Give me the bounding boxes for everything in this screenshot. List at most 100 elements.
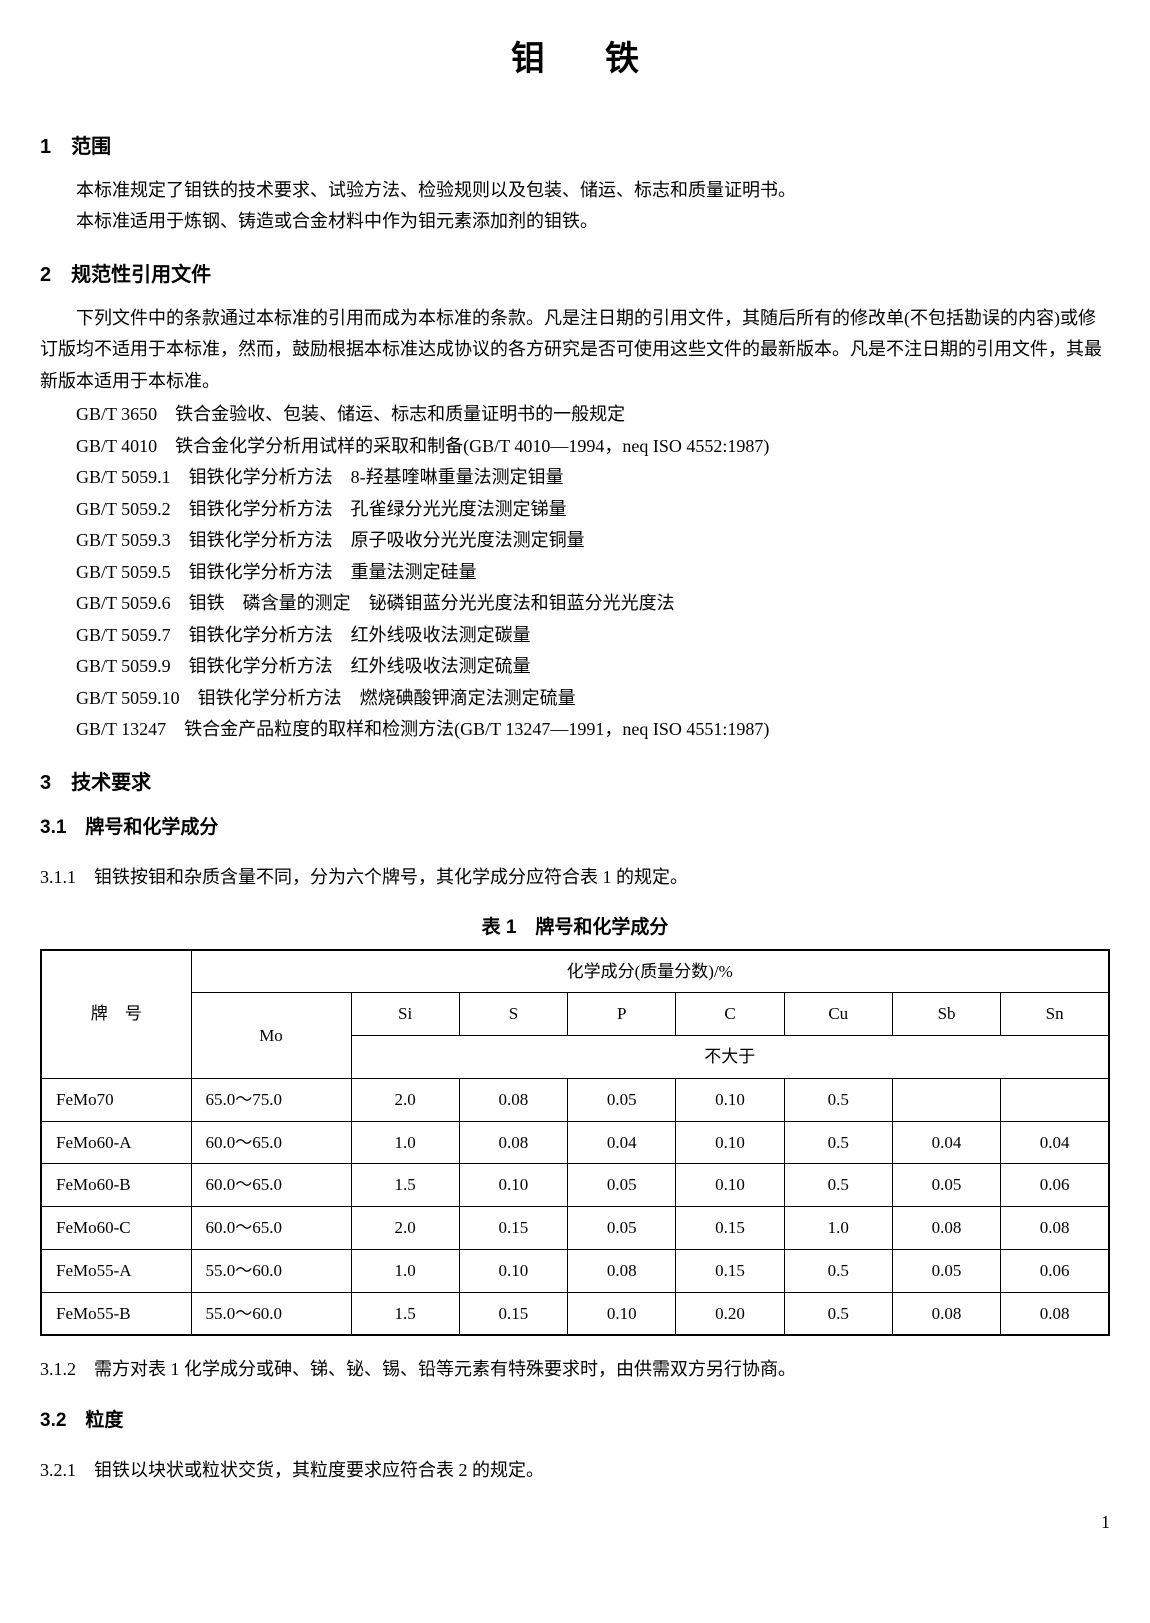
table-row: FeMo55-A55.0～60.01.00.100.080.150.50.050…	[41, 1249, 1109, 1292]
section-1-heading: 1 范围	[40, 130, 1110, 165]
section-3-title: 技术要求	[71, 772, 151, 794]
table-row: Mo Si S P C Cu Sb Sn	[41, 993, 1109, 1036]
section-3-heading: 3 技术要求	[40, 766, 1110, 801]
scope-para-2: 本标准适用于炼钢、铸造或合金材料中作为钼元素添加剂的钼铁。	[40, 206, 1110, 238]
cell-value: 0.10	[568, 1292, 676, 1335]
cell-value: 0.5	[784, 1164, 892, 1207]
cell-value: 1.0	[784, 1207, 892, 1250]
section-1-num: 1	[40, 136, 51, 158]
cell-mo: 60.0～65.0	[191, 1207, 351, 1250]
cell-value: 0.08	[459, 1121, 567, 1164]
normrefs-intro: 下列文件中的条款通过本标准的引用而成为本标准的条款。凡是注日期的引用文件，其随后…	[40, 303, 1110, 398]
clause-3-1-1: 3.1.1 钼铁按钼和杂质含量不同，分为六个牌号，其化学成分应符合表 1 的规定…	[40, 862, 1110, 894]
ref-item: GB/T 5059.9 钼铁化学分析方法 红外线吸收法测定硫量	[40, 651, 1110, 683]
normrefs-list: GB/T 3650 铁合金验收、包装、储运、标志和质量证明书的一般规定 GB/T…	[40, 399, 1110, 746]
th-p: P	[568, 993, 676, 1036]
table-1-caption: 表 1 牌号和化学成分	[40, 911, 1110, 944]
cell-grade: FeMo55-A	[41, 1249, 191, 1292]
cell-grade: FeMo70	[41, 1078, 191, 1121]
cell-mo: 55.0～60.0	[191, 1249, 351, 1292]
scope-para-1: 本标准规定了钼铁的技术要求、试验方法、检验规则以及包装、储运、标志和质量证明书。	[40, 175, 1110, 207]
cell-mo: 55.0～60.0	[191, 1292, 351, 1335]
cell-value: 0.04	[1001, 1121, 1109, 1164]
cell-value: 0.15	[676, 1249, 784, 1292]
section-2-title: 规范性引用文件	[71, 264, 211, 286]
section-3-num: 3	[40, 772, 51, 794]
cell-value: 0.15	[459, 1292, 567, 1335]
clause-3-1-2: 3.1.2 需方对表 1 化学成分或砷、锑、铋、锡、铅等元素有特殊要求时，由供需…	[40, 1354, 1110, 1386]
cell-value: 0.10	[459, 1249, 567, 1292]
cell-value: 0.15	[676, 1207, 784, 1250]
th-c: C	[676, 993, 784, 1036]
th-grade: 牌 号	[41, 950, 191, 1079]
table-row: FeMo60-C60.0～65.02.00.150.050.151.00.080…	[41, 1207, 1109, 1250]
page-number: 1	[40, 1507, 1110, 1539]
cell-value: 0.05	[568, 1207, 676, 1250]
subsection-3-2-heading: 3.2 粒度	[40, 1404, 1110, 1437]
cell-value: 0.05	[892, 1164, 1000, 1207]
cell-value: 0.05	[568, 1164, 676, 1207]
subsection-3-1-heading: 3.1 牌号和化学成分	[40, 811, 1110, 844]
cell-value: 0.15	[459, 1207, 567, 1250]
cell-value: 0.08	[568, 1249, 676, 1292]
cell-value: 2.0	[351, 1078, 459, 1121]
cell-value: 1.5	[351, 1164, 459, 1207]
section-1-title: 范围	[71, 136, 111, 158]
cell-mo: 60.0～65.0	[191, 1121, 351, 1164]
ref-item: GB/T 5059.5 钼铁化学分析方法 重量法测定硅量	[40, 557, 1110, 589]
cell-value: 0.10	[459, 1164, 567, 1207]
th-sb: Sb	[892, 993, 1000, 1036]
ref-item: GB/T 13247 铁合金产品粒度的取样和检测方法(GB/T 13247—19…	[40, 714, 1110, 746]
th-sn: Sn	[1001, 993, 1109, 1036]
table-row: FeMo55-B55.0～60.01.50.150.100.200.50.080…	[41, 1292, 1109, 1335]
table-row: FeMo60-B60.0～65.01.50.100.050.100.50.050…	[41, 1164, 1109, 1207]
cell-value: 0.06	[1001, 1249, 1109, 1292]
clause-3-2-1: 3.2.1 钼铁以块状或粒状交货，其粒度要求应符合表 2 的规定。	[40, 1455, 1110, 1487]
th-le: 不大于	[351, 1036, 1109, 1079]
section-2-num: 2	[40, 264, 51, 286]
section-2-heading: 2 规范性引用文件	[40, 258, 1110, 293]
cell-value: 0.5	[784, 1121, 892, 1164]
table-row: FeMo60-A60.0～65.01.00.080.040.100.50.040…	[41, 1121, 1109, 1164]
cell-value: 0.05	[568, 1078, 676, 1121]
ref-item: GB/T 3650 铁合金验收、包装、储运、标志和质量证明书的一般规定	[40, 399, 1110, 431]
cell-value: 0.08	[459, 1078, 567, 1121]
cell-value: 0.06	[1001, 1164, 1109, 1207]
cell-value	[1001, 1078, 1109, 1121]
cell-value: 0.10	[676, 1164, 784, 1207]
table-row: 牌 号 化学成分(质量分数)/%	[41, 950, 1109, 993]
th-cu: Cu	[784, 993, 892, 1036]
ref-item: GB/T 4010 铁合金化学分析用试样的采取和制备(GB/T 4010—199…	[40, 431, 1110, 463]
cell-mo: 65.0～75.0	[191, 1078, 351, 1121]
cell-value: 0.5	[784, 1078, 892, 1121]
cell-value: 0.05	[892, 1249, 1000, 1292]
cell-value: 0.08	[1001, 1207, 1109, 1250]
ref-item: GB/T 5059.10 钼铁化学分析方法 燃烧碘酸钾滴定法测定硫量	[40, 683, 1110, 715]
cell-grade: FeMo60-B	[41, 1164, 191, 1207]
cell-value: 1.0	[351, 1249, 459, 1292]
cell-value: 0.08	[1001, 1292, 1109, 1335]
ref-item: GB/T 5059.3 钼铁化学分析方法 原子吸收分光光度法测定铜量	[40, 525, 1110, 557]
cell-value: 0.5	[784, 1292, 892, 1335]
cell-value: 0.5	[784, 1249, 892, 1292]
cell-value: 0.10	[676, 1121, 784, 1164]
th-chem: 化学成分(质量分数)/%	[191, 950, 1109, 993]
ref-item: GB/T 5059.7 钼铁化学分析方法 红外线吸收法测定碳量	[40, 620, 1110, 652]
ref-item: GB/T 5059.6 钼铁 磷含量的测定 铋磷钼蓝分光光度法和钼蓝分光光度法	[40, 588, 1110, 620]
ref-item: GB/T 5059.2 钼铁化学分析方法 孔雀绿分光光度法测定锑量	[40, 494, 1110, 526]
th-mo: Mo	[191, 993, 351, 1079]
cell-value: 1.0	[351, 1121, 459, 1164]
cell-value: 0.20	[676, 1292, 784, 1335]
page-title: 钼铁	[40, 30, 1110, 90]
cell-value: 0.08	[892, 1292, 1000, 1335]
cell-value: 0.04	[568, 1121, 676, 1164]
table-1: 牌 号 化学成分(质量分数)/% Mo Si S P C Cu Sb Sn 不大…	[40, 949, 1110, 1337]
cell-value: 0.04	[892, 1121, 1000, 1164]
cell-grade: FeMo60-C	[41, 1207, 191, 1250]
cell-mo: 60.0～65.0	[191, 1164, 351, 1207]
cell-grade: FeMo60-A	[41, 1121, 191, 1164]
cell-grade: FeMo55-B	[41, 1292, 191, 1335]
ref-item: GB/T 5059.1 钼铁化学分析方法 8-羟基喹啉重量法测定钼量	[40, 462, 1110, 494]
cell-value	[892, 1078, 1000, 1121]
cell-value: 0.08	[892, 1207, 1000, 1250]
